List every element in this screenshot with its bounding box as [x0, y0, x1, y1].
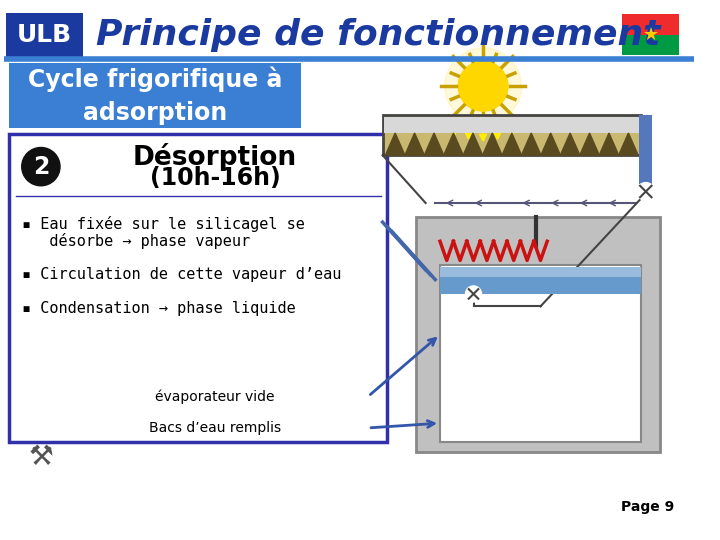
Polygon shape — [502, 133, 521, 155]
Circle shape — [637, 183, 654, 200]
Text: Désorption: Désorption — [133, 143, 297, 171]
Circle shape — [458, 62, 508, 111]
Text: ▪ Circulation de cette vapeur d’eau: ▪ Circulation de cette vapeur d’eau — [22, 267, 341, 282]
Text: 2: 2 — [32, 154, 49, 179]
Circle shape — [22, 147, 60, 186]
FancyBboxPatch shape — [384, 117, 639, 133]
Polygon shape — [580, 133, 599, 155]
Text: Principe de fonctionnement: Principe de fonctionnement — [96, 18, 660, 52]
Polygon shape — [463, 133, 482, 155]
Polygon shape — [405, 133, 424, 155]
FancyBboxPatch shape — [639, 115, 652, 184]
Polygon shape — [385, 133, 405, 155]
Text: ⚒: ⚒ — [28, 443, 53, 471]
Polygon shape — [541, 133, 560, 155]
Text: ULB: ULB — [17, 24, 72, 48]
Text: Page 9: Page 9 — [621, 501, 675, 515]
Polygon shape — [444, 133, 463, 155]
Circle shape — [445, 48, 521, 125]
Polygon shape — [521, 133, 541, 155]
FancyBboxPatch shape — [6, 14, 83, 58]
FancyBboxPatch shape — [4, 11, 693, 59]
Text: désorbe → phase vapeur: désorbe → phase vapeur — [22, 233, 250, 249]
Text: (10h-16h): (10h-16h) — [150, 166, 281, 190]
FancyBboxPatch shape — [622, 35, 679, 55]
Text: ▪ Condensation → phase liquide: ▪ Condensation → phase liquide — [22, 301, 295, 316]
FancyBboxPatch shape — [440, 265, 641, 442]
FancyBboxPatch shape — [9, 134, 387, 442]
Polygon shape — [424, 133, 444, 155]
Text: évaporateur vide: évaporateur vide — [156, 389, 275, 403]
Circle shape — [466, 286, 481, 301]
FancyBboxPatch shape — [416, 218, 660, 452]
FancyBboxPatch shape — [440, 267, 641, 276]
FancyBboxPatch shape — [440, 267, 641, 294]
Text: Cycle frigorifique à
adsorption: Cycle frigorifique à adsorption — [27, 66, 282, 125]
Text: ▪ Eau fixée sur le silicagel se: ▪ Eau fixée sur le silicagel se — [22, 216, 305, 232]
Polygon shape — [599, 133, 618, 155]
FancyBboxPatch shape — [382, 115, 641, 155]
Polygon shape — [618, 133, 638, 155]
Text: Bacs d’eau remplis: Bacs d’eau remplis — [149, 421, 281, 435]
Text: ★: ★ — [642, 25, 659, 44]
FancyBboxPatch shape — [622, 15, 679, 35]
Polygon shape — [482, 133, 502, 155]
Polygon shape — [560, 133, 580, 155]
FancyBboxPatch shape — [9, 63, 301, 129]
